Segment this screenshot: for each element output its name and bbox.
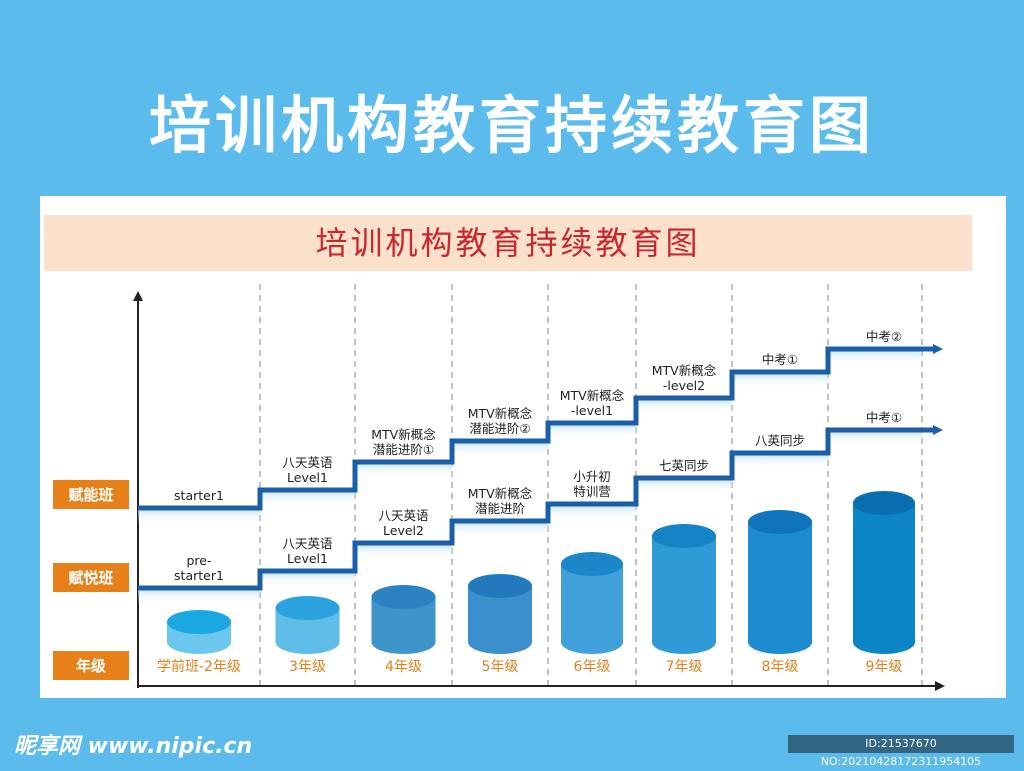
upper-step-label: MTV新概念: [371, 427, 436, 442]
cylinder-top: [167, 610, 231, 634]
cylinder-top: [748, 510, 812, 534]
grade-label: 3年级: [289, 659, 326, 675]
cylinder-top: [371, 585, 436, 609]
row-tag-label: 赋能班: [68, 486, 113, 504]
grade-label: 9年级: [866, 659, 903, 675]
lower-step-label: 八天英语: [378, 508, 428, 523]
axes: [133, 291, 945, 691]
lower-track-line-shade: [138, 588, 260, 604]
upper-track-line-shade: [260, 490, 355, 506]
upper-track-line-shade: [355, 462, 452, 478]
cylinder-base: [652, 630, 716, 654]
lower-step-label: starter1: [174, 568, 224, 583]
upper-step-label: MTV新概念: [652, 363, 717, 378]
upper-step-label: Level1: [287, 470, 328, 485]
cylinder-body: [853, 503, 915, 642]
upper-step-label: 潜能进阶①: [373, 442, 434, 457]
row-tag-box: [53, 651, 129, 680]
watermark: 昵享网 www.nipic.cn: [14, 734, 253, 759]
upper-track-line-shade: [138, 508, 260, 524]
upper-step-label: 中考②: [866, 329, 902, 344]
cylinder-base: [167, 630, 231, 654]
lower-track-line-shade: [452, 521, 548, 537]
cylinder-base: [275, 630, 340, 654]
cylinder-body: [561, 564, 623, 642]
grade-label: 8年级: [762, 659, 799, 675]
upper-step-label: 八天英语: [282, 455, 332, 470]
lower-track-line-shade: [828, 430, 922, 446]
cylinder-top: [468, 574, 532, 598]
upper-step-label: -level2: [663, 378, 705, 393]
upper-step-label: -level1: [571, 403, 613, 418]
lower-track-line-shade: [260, 571, 355, 587]
labels: starter1八天英语Level1MTV新概念潜能进阶①MTV新概念潜能进阶②…: [157, 329, 902, 675]
cylinder-top: [853, 491, 915, 515]
cylinder-base: [468, 630, 532, 654]
tracks: [138, 344, 943, 604]
cylinder-top: [561, 552, 623, 576]
lower-track-line-shade: [355, 543, 452, 559]
cylinder-top: [652, 524, 716, 548]
lower-step-label: 中考①: [866, 410, 902, 425]
row-tag-box: [53, 563, 129, 592]
lower-step-label: pre-: [187, 553, 212, 568]
page-title: 培训机构教育持续教育图: [148, 89, 875, 162]
grade-label: 学前班-2年级: [157, 658, 241, 675]
lower-track-line-shade: [548, 504, 636, 520]
image-id: ID:21537670 NO:20210428172311954105: [788, 735, 1014, 768]
lower-step-label: 八英同步: [755, 433, 805, 448]
row-tag-label: 年级: [76, 657, 107, 675]
upper-step-label: 中考①: [762, 352, 798, 367]
lower-step-label: 小升初: [573, 469, 611, 484]
upper-step-label: 潜能进阶②: [469, 421, 530, 436]
upper-track-line-shade: [452, 441, 548, 457]
banner: 培训机构教育持续教育图: [44, 215, 972, 271]
lower-step-label: MTV新概念: [468, 486, 533, 501]
cylinder-top: [275, 596, 340, 620]
upper-track-line-shade: [636, 398, 732, 414]
row-tag-box: [53, 480, 129, 509]
cylinder-base: [561, 630, 623, 654]
row-tag-label: 赋悦班: [68, 569, 113, 587]
lower-track-line: [138, 425, 943, 591]
upper-step-label: MTV新概念: [468, 406, 533, 421]
upper-step-label: starter1: [174, 488, 224, 503]
cylinder-body: [652, 536, 716, 642]
cylinder-base: [748, 630, 812, 654]
banner-title: 培训机构教育持续教育图: [315, 224, 701, 262]
cylinder-base: [371, 630, 436, 654]
lower-track-line-shade: [636, 478, 732, 494]
lower-track-line-shade: [732, 453, 828, 469]
lower-step-label: 特训营: [573, 484, 611, 499]
grade-label: 7年级: [666, 659, 703, 675]
lower-step-label: Level2: [383, 523, 424, 538]
grade-label: 4年级: [385, 659, 422, 675]
lower-step-label: 八天英语: [282, 536, 332, 551]
grade-label: 6年级: [574, 659, 611, 675]
cylinders: [167, 491, 915, 654]
lower-step-label: Level1: [287, 551, 328, 566]
lower-step-label: 七英同步: [659, 458, 709, 473]
cylinder-body: [748, 522, 812, 642]
upper-track-line: [138, 344, 943, 511]
upper-step-label: MTV新概念: [560, 388, 625, 403]
upper-track-line-shade: [828, 349, 922, 365]
lower-step-label: 潜能进阶: [475, 501, 526, 516]
grade-label: 5年级: [482, 659, 519, 675]
upper-track-line-shade: [732, 372, 828, 388]
upper-track-line-shade: [548, 423, 636, 439]
cylinder-base: [853, 630, 915, 654]
